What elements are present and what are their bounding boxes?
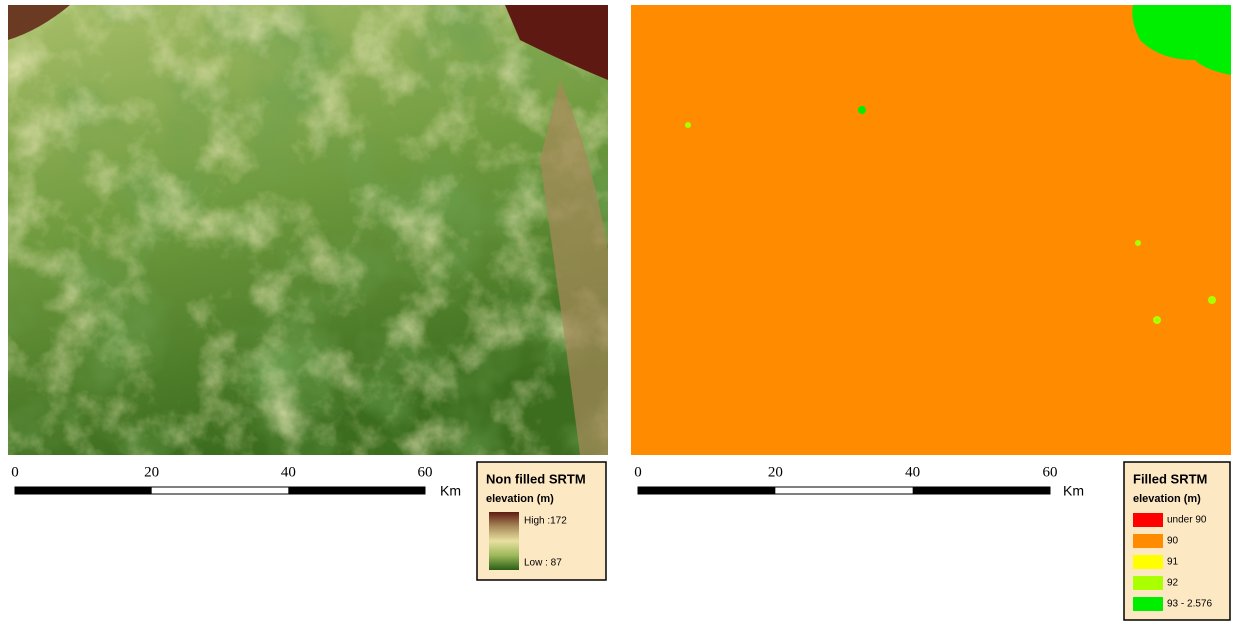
legend-label: under 90	[1167, 515, 1207, 526]
legend-label: 93 - 2.576	[1167, 599, 1212, 610]
scale-label: 60	[1043, 464, 1058, 480]
legend-label: 92	[1167, 578, 1179, 589]
legend-title: Filled SRTM	[1133, 471, 1207, 486]
legend-title: Non filled SRTM	[486, 471, 586, 486]
scale-label: 60	[418, 464, 433, 480]
legend-swatch	[1133, 597, 1163, 611]
scale-bar-segment	[912, 487, 1050, 494]
legend-swatch	[1133, 555, 1163, 569]
legend-subtitle: elevation (m)	[486, 493, 554, 505]
elevation-raster	[8, 5, 608, 455]
filled-raster	[631, 5, 1231, 455]
scale-label: 40	[281, 464, 296, 480]
scale-label: 40	[905, 464, 920, 480]
scale-bar-segment	[288, 487, 425, 494]
scale-unit: Km	[1063, 483, 1084, 499]
legend-box	[1123, 461, 1231, 621]
scale-label: 20	[768, 464, 783, 480]
scale-unit: Km	[440, 483, 461, 499]
legend-ramp	[489, 512, 519, 570]
legend-label: 91	[1167, 557, 1179, 568]
legend-swatch	[1133, 534, 1163, 548]
legend-swatch	[1133, 513, 1163, 527]
scale-label: 0	[634, 464, 642, 480]
scale-bar-segment	[638, 487, 776, 494]
legend-high: High :172	[524, 516, 567, 527]
legend-subtitle: elevation (m)	[1133, 493, 1201, 505]
scale-label: 20	[144, 464, 159, 480]
legend-label: 90	[1167, 536, 1179, 547]
scale-label: 0	[11, 464, 19, 480]
scale-bar-segment	[15, 487, 152, 494]
legend-low: Low : 87	[524, 558, 562, 569]
legend-swatch	[1133, 576, 1163, 590]
